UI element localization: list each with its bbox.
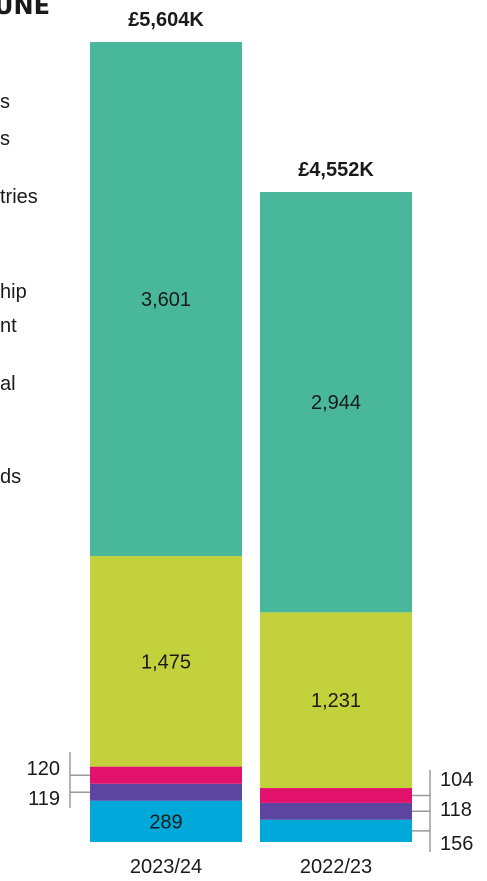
x-tick-label-0: 2023/24	[130, 856, 202, 878]
bar-segment-1-0	[260, 819, 412, 842]
data-label-0-0: 289	[149, 811, 182, 833]
legend-item-7: ds	[0, 466, 22, 488]
data-label-1-1: 118	[440, 799, 472, 821]
bar-segment-0-1	[90, 783, 242, 801]
legend-item-1: s	[0, 91, 10, 113]
data-label-0-2: 120	[27, 758, 60, 780]
legend-item-4: hip	[0, 281, 27, 303]
data-label-0-4: 3,601	[141, 289, 191, 311]
total-label-1: £4,552K	[298, 159, 374, 181]
data-label-1-0: 156	[440, 833, 473, 855]
data-label-1-2: 104	[440, 769, 473, 791]
data-label-1-3: 1,231	[311, 690, 361, 712]
data-label-0-3: 1,475	[141, 651, 191, 673]
legend-item-5: nt	[0, 315, 17, 337]
legend-item-2: s	[0, 128, 10, 150]
legend-item-6: al	[0, 373, 16, 395]
header-fragment: UNE	[0, 0, 50, 20]
bar-segment-1-1	[260, 802, 412, 820]
bar-segment-0-0	[90, 800, 242, 842]
bar-segment-1-2	[260, 788, 412, 803]
data-label-1-4: 2,944	[311, 392, 361, 414]
total-label-0: £5,604K	[128, 9, 204, 31]
bar-segment-0-3	[90, 556, 242, 767]
bar-segment-0-4	[90, 42, 242, 557]
legend-item-3: tries	[0, 186, 38, 208]
x-tick-label-1: 2022/23	[300, 856, 372, 878]
bar-segment-1-3	[260, 612, 412, 789]
data-label-0-1: 119	[28, 788, 60, 810]
bar-segment-1-4	[260, 192, 412, 613]
bar-segment-0-2	[90, 766, 242, 784]
